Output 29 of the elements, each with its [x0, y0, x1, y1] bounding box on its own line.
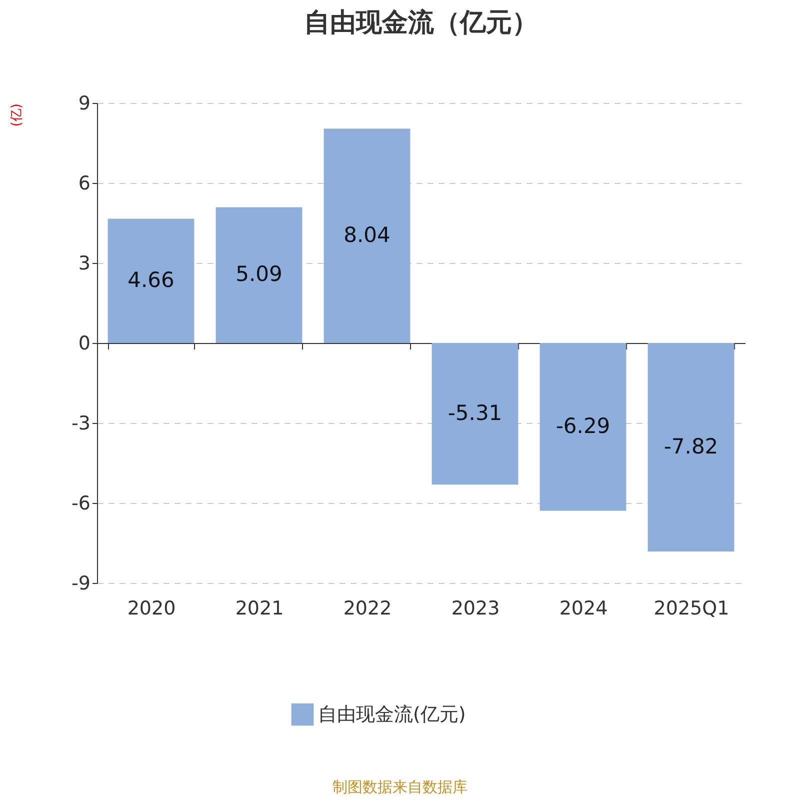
x-tick-label: 2020 [127, 598, 176, 620]
x-tick-label: 2025Q1 [654, 598, 730, 620]
y-tick-label: -9 [72, 572, 90, 594]
data-label: 8.04 [344, 222, 390, 247]
bar [540, 343, 626, 511]
legend-label: 自由现金流(亿元) [318, 704, 466, 726]
x-tick-label: 2024 [559, 598, 608, 620]
chart-title: 自由现金流（亿元） [304, 8, 538, 38]
y-tick-label: 9 [78, 92, 90, 114]
y-tick-label: -6 [72, 492, 90, 514]
x-tick-label: 2023 [451, 598, 500, 620]
bar [108, 218, 194, 343]
data-label: -7.82 [664, 434, 718, 458]
bar [324, 128, 410, 343]
bar [432, 343, 518, 485]
y-tick-label: 3 [78, 252, 90, 274]
data-label: 4.66 [128, 268, 174, 292]
y-tick-label: 0 [78, 332, 90, 354]
y-axis-title: (亿) [10, 104, 25, 127]
x-tick-label: 2022 [343, 598, 392, 620]
bar [648, 343, 734, 552]
x-tick-label: 2021 [235, 598, 284, 620]
text: 制图数据来自数据库 [332, 778, 468, 797]
bar [216, 207, 302, 343]
y-tick-label: -3 [72, 412, 90, 434]
data-label: -6.29 [556, 414, 610, 438]
y-tick-label: 6 [78, 172, 90, 194]
data-label: 5.09 [236, 262, 282, 286]
data-label: -5.31 [448, 400, 502, 425]
